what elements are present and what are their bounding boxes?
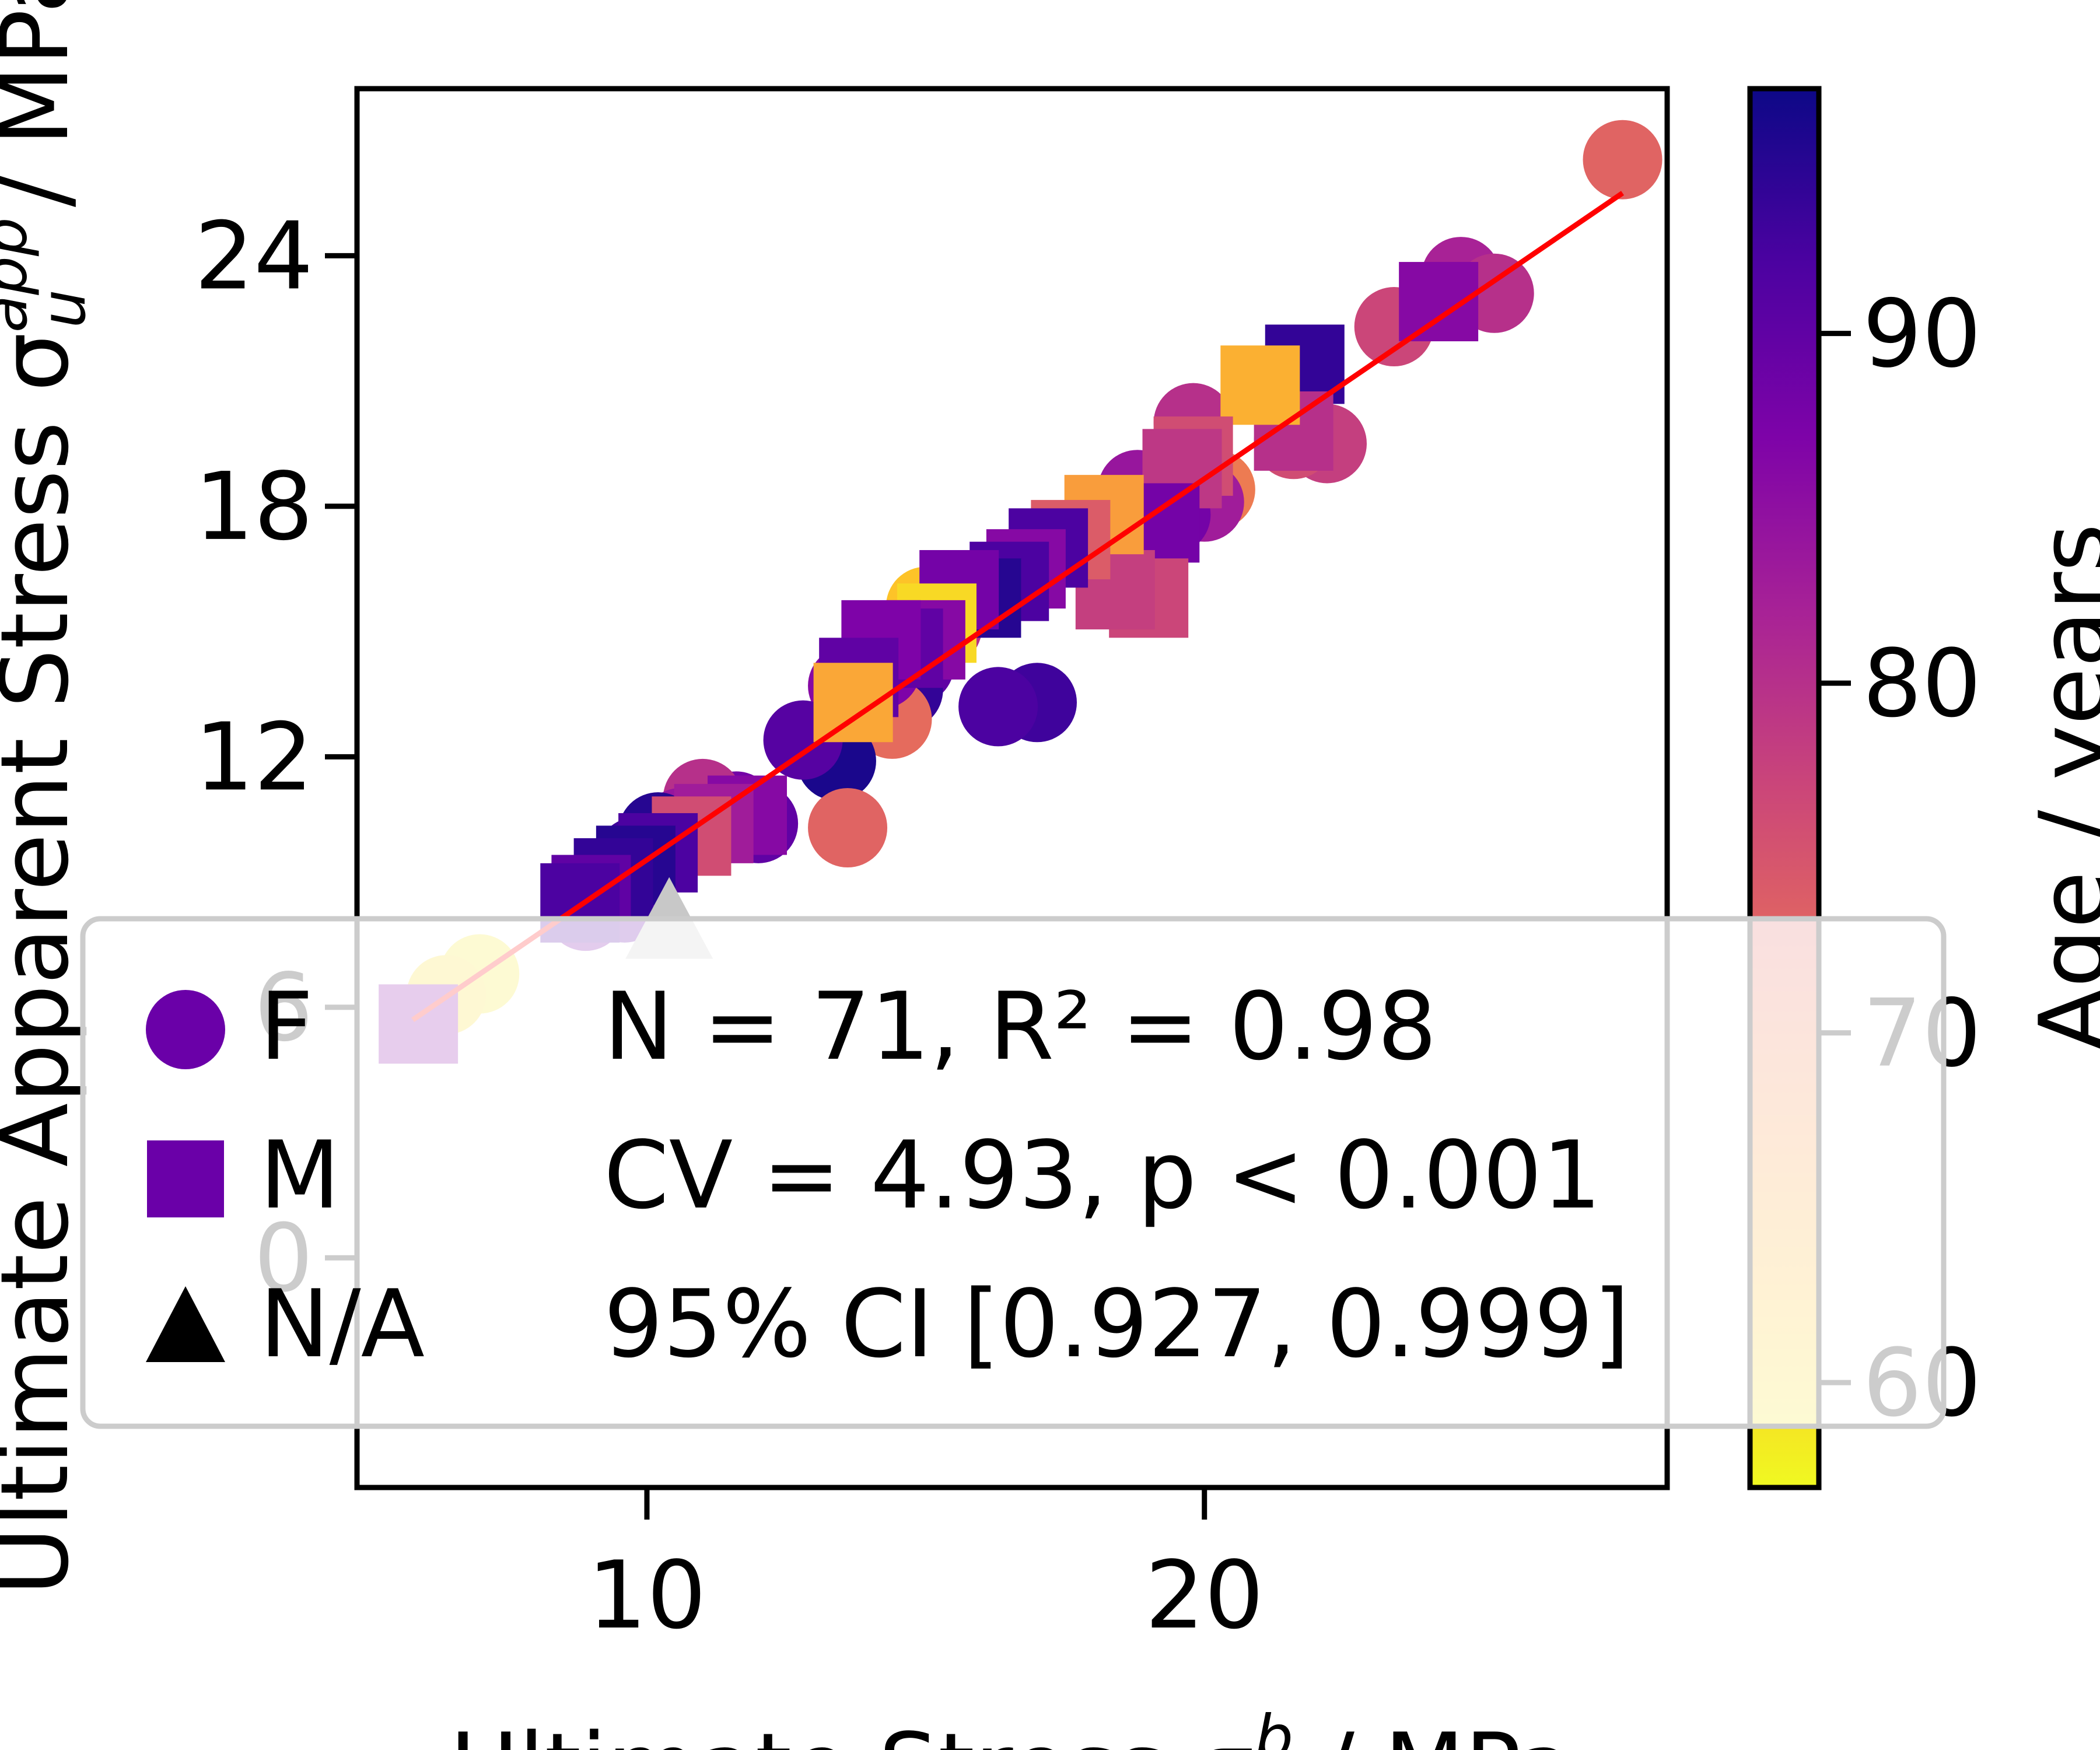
y-axis-title: Ultimate Apparent Stress σappu / MPa xyxy=(0,0,99,1595)
fit-line xyxy=(411,191,1625,1022)
data-point-f xyxy=(1583,120,1662,200)
colorbar-tick-label: 90 xyxy=(1863,279,1982,388)
y-tick-label: 12 xyxy=(194,702,313,811)
x-tick-label: 10 xyxy=(587,1541,706,1650)
y-tick-label: 24 xyxy=(194,201,313,310)
plot-frame xyxy=(354,86,1670,1490)
legend-marker-circle xyxy=(146,990,225,1069)
legend-label-na: N/A xyxy=(260,1269,425,1378)
stats-line-2: CV = 4.93, p < 0.001 xyxy=(604,1121,1601,1230)
y-tick-label: 18 xyxy=(194,452,313,561)
data-point-f xyxy=(808,788,888,868)
legend-box xyxy=(80,916,1947,1429)
series-layer xyxy=(379,120,1662,1064)
colorbar-label: Age / years xyxy=(2019,523,2100,1051)
plot-area xyxy=(379,120,1662,1064)
data-point-m xyxy=(1220,345,1300,425)
stats-line-1: N = 71, R² = 0.98 xyxy=(604,972,1437,1081)
data-point-f xyxy=(958,667,1038,747)
x-tick-label: 20 xyxy=(1145,1541,1264,1650)
x-axis-ticks: 10 20 xyxy=(587,1488,1264,1650)
colorbar-tick-label: 80 xyxy=(1863,629,1982,738)
legend-marker-square xyxy=(147,1140,224,1217)
legend-label-m: M xyxy=(260,1121,340,1230)
legend-label-f: F xyxy=(260,972,313,1081)
x-axis-title: Ultimate Stress σb / MPa xyxy=(450,1702,1574,1750)
legend: F M N/A N = 71, R² = 0.98 CV = 4.93, p <… xyxy=(80,916,1947,1429)
legend-marker-triangle xyxy=(146,1286,225,1362)
stats-line-3: 95% CI [0.927, 0.999] xyxy=(604,1269,1630,1378)
